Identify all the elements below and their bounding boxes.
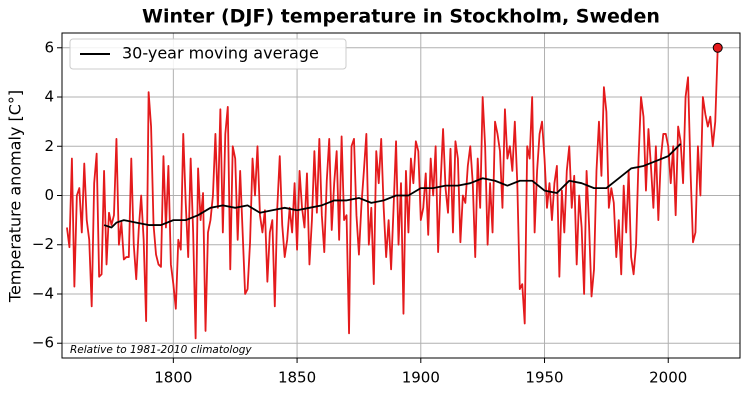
x-tick-label: 1850 xyxy=(278,369,316,387)
x-tick-label: 1800 xyxy=(154,369,192,387)
y-tick-label: 2 xyxy=(44,137,54,155)
series-line xyxy=(66,47,719,340)
plot xyxy=(66,42,723,340)
x-tick-label: 1900 xyxy=(402,369,440,387)
y-axis-label: Temperature anomaly [C°] xyxy=(6,90,25,303)
annotation: Relative to 1981-2010 climatology xyxy=(70,344,252,356)
y-tick-label: −4 xyxy=(32,284,54,302)
y-tick-label: 0 xyxy=(44,186,54,204)
chart-title: Winter (DJF) temperature in Stockholm, S… xyxy=(142,6,660,28)
legend-label: 30-year moving average xyxy=(122,44,319,63)
series-line xyxy=(103,143,682,229)
y-tick-label: −2 xyxy=(32,235,54,253)
x-tick-label: 1950 xyxy=(525,369,563,387)
y-tick-label: −6 xyxy=(32,334,54,352)
y-tick-label: 4 xyxy=(44,88,54,106)
legend: 30-year moving average xyxy=(69,38,347,70)
legend-box xyxy=(69,38,347,70)
y-tick-label: 6 xyxy=(44,38,54,56)
last-point xyxy=(712,42,723,53)
x-tick-label: 2000 xyxy=(649,369,687,387)
